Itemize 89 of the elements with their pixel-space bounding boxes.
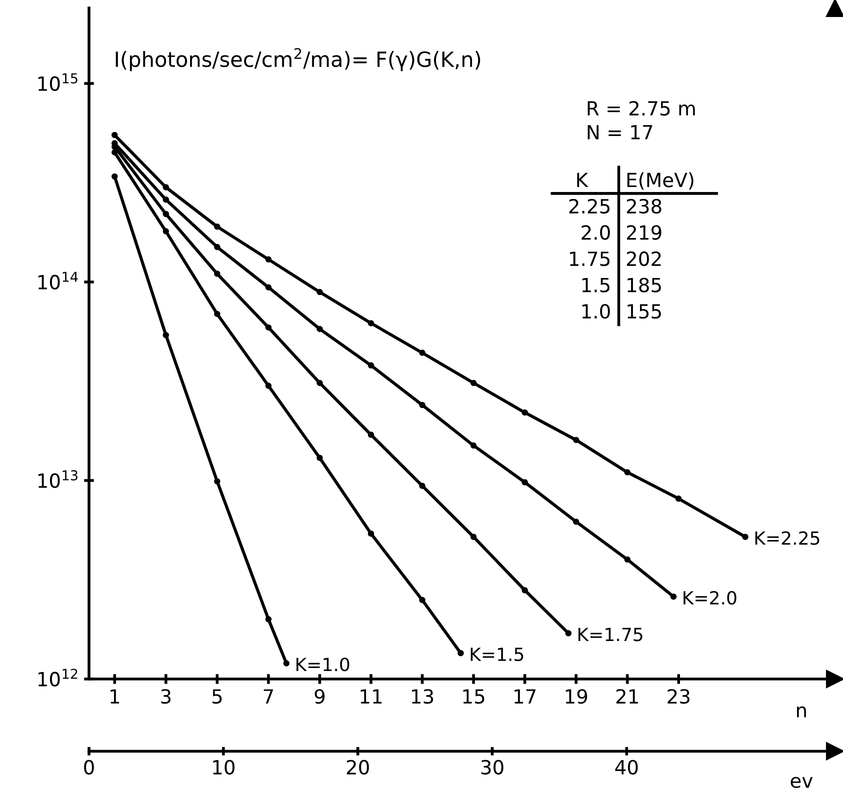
- annotation: 219: [626, 225, 662, 240]
- point: [162, 210, 170, 218]
- y-tick-label: 10$^{12}$: [38, 668, 78, 687]
- point: [162, 228, 170, 234]
- x2-axis-title: ev: [790, 776, 813, 788]
- annotation: 238: [626, 198, 662, 214]
- series-label: K=1.5: [470, 648, 524, 662]
- annotation: 2.25: [569, 198, 610, 214]
- x-tick-label: 9: [314, 689, 325, 704]
- point: [112, 173, 118, 180]
- point: [368, 362, 374, 369]
- annotation: 1.0: [582, 304, 610, 319]
- point: [742, 534, 748, 540]
- x2-tick-label: 20: [346, 760, 369, 775]
- point: [565, 630, 572, 636]
- point: [316, 326, 323, 332]
- point: [283, 660, 290, 666]
- point: [214, 224, 220, 230]
- y-tick-label: 10$^{15}$: [38, 73, 78, 92]
- point: [214, 478, 220, 484]
- point: [162, 196, 170, 203]
- point: [522, 587, 528, 594]
- point: [112, 132, 118, 138]
- x-tick-label: 11: [360, 689, 382, 704]
- point: [470, 442, 477, 449]
- point: [522, 409, 528, 416]
- point: [419, 402, 426, 408]
- annotation: E(MeV): [627, 172, 694, 190]
- x-tick-label: 15: [463, 689, 484, 704]
- point: [214, 270, 220, 277]
- point: [316, 380, 323, 386]
- point: [214, 244, 220, 250]
- series-label: K=2.0: [684, 590, 736, 605]
- x-axis-title: n: [797, 706, 806, 718]
- point: [214, 310, 220, 318]
- point: [162, 332, 170, 338]
- point: [162, 184, 170, 190]
- x2-tick-label: 30: [481, 760, 504, 775]
- point: [265, 616, 272, 622]
- point: [470, 534, 477, 540]
- point: [572, 436, 580, 444]
- annotation: 202: [626, 251, 661, 266]
- point: [572, 518, 580, 525]
- annotation: K: [577, 172, 588, 188]
- point: [522, 479, 528, 486]
- y-tick-label: 10$^{14}$: [38, 272, 78, 290]
- point: [316, 454, 323, 461]
- point: [670, 594, 677, 600]
- point: [316, 288, 323, 296]
- point: [624, 469, 630, 476]
- point: [675, 496, 682, 502]
- x2-tick-label: 10: [213, 760, 234, 775]
- point: [624, 556, 630, 563]
- x-tick-label: 7: [264, 689, 273, 704]
- series-label: K=1.75: [578, 628, 642, 642]
- annotation: 2.0: [582, 225, 610, 240]
- point: [470, 380, 477, 386]
- point: [368, 320, 374, 326]
- x-tick-label: 3: [161, 689, 171, 704]
- annotation: 1.5: [582, 278, 610, 292]
- x2-tick-label: 0: [84, 760, 94, 775]
- text: I(photons/sec/cm$^{2}$/ma)= F(γ)G(K,n): [116, 48, 480, 72]
- annotation: R = 2.75 m: [588, 100, 695, 116]
- x-tick-label: 5: [212, 689, 222, 704]
- x-tick-label: 21: [616, 689, 638, 704]
- point: [419, 350, 426, 356]
- x2-tick-label: 40: [615, 760, 638, 775]
- series-label: K=1.0: [296, 658, 350, 672]
- annotation: N = 17: [588, 125, 652, 140]
- x-tick-label: 17: [514, 689, 536, 704]
- x-tick-label: 1: [110, 689, 120, 704]
- annotation: 155: [628, 304, 661, 319]
- point: [368, 432, 374, 438]
- annotation: 185: [628, 278, 661, 292]
- series-label: K=2.25: [755, 531, 820, 545]
- point: [265, 256, 272, 262]
- x-tick-label: 19: [566, 689, 588, 704]
- point: [419, 596, 426, 604]
- point: [112, 149, 118, 156]
- point: [265, 284, 272, 290]
- annotation: 1.75: [570, 252, 610, 266]
- point: [265, 382, 272, 389]
- point: [368, 530, 374, 537]
- x-tick-label: 23: [668, 689, 690, 704]
- x-tick-label: 13: [412, 689, 434, 704]
- point: [265, 324, 272, 331]
- point: [419, 482, 426, 489]
- y-tick-label: 10$^{13}$: [38, 470, 78, 488]
- point: [458, 650, 464, 656]
